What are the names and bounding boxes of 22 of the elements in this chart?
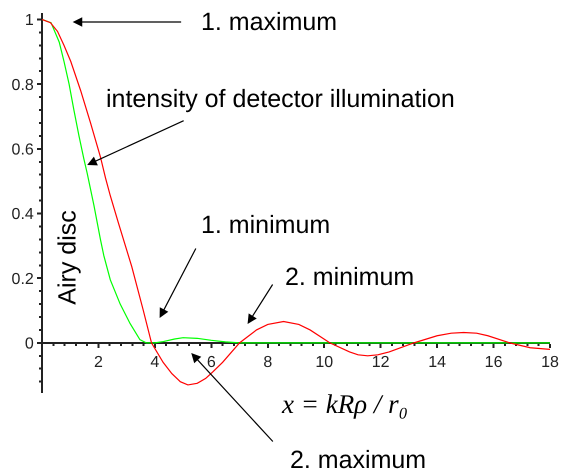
y-tick-label: 0.8	[12, 76, 34, 94]
y-tick-label: 0.4	[12, 206, 34, 224]
annotation: 2. minimum	[285, 263, 414, 291]
x-tick-label: 6	[206, 354, 216, 372]
x-tick-label: 10	[315, 354, 334, 372]
x-axis-title: x = kRρ / r₀	[281, 389, 408, 419]
annotation: 1. minimum	[201, 211, 330, 239]
x-tick-label: 16	[484, 354, 503, 372]
y-tick-label: 1	[24, 12, 34, 30]
y-tick-label: 0.6	[12, 141, 34, 158]
x-tick-label: 18	[541, 354, 559, 372]
x-tick-label: 4	[150, 354, 160, 372]
y-tick-label: 0.2	[12, 270, 34, 288]
x-tick-label: 8	[263, 354, 272, 372]
x-tick-label: 12	[372, 354, 390, 372]
y-tick-label: 0	[24, 335, 34, 352]
annotation: Airy disc	[54, 210, 82, 305]
x-tick-label: 14	[428, 354, 446, 372]
annotation: 1. maximum	[201, 8, 338, 36]
annotation: intensity of detector illumination	[106, 85, 455, 113]
x-tick-label: 2	[94, 354, 103, 372]
text: 2. maximum	[290, 446, 426, 474]
